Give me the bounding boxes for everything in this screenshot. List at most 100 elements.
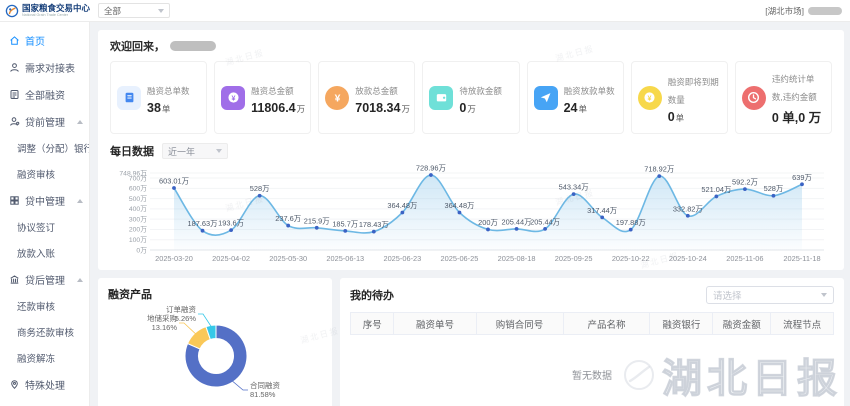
region-select[interactable]: 全部 (98, 3, 170, 18)
sidebar-item-1[interactable]: 需求对接表 (0, 54, 89, 81)
main-content: 欢迎回来， 融资总单数 38单 ¥ 融资总金额 11806.4万 ¥ 放款总金额 7018.3… (90, 22, 850, 406)
svg-text:543.34万: 543.34万 (559, 183, 589, 192)
overview-panel: 欢迎回来， 融资总单数 38单 ¥ 融资总金额 11806.4万 ¥ 放款总金额 7018.3… (98, 30, 844, 270)
stat-label: 违约统计单数,违约金额 (771, 74, 817, 102)
chevron-up-icon (77, 277, 83, 282)
clock-icon (741, 85, 766, 110)
svg-text:2025-03-20: 2025-03-20 (155, 254, 193, 263)
todo-column-1: 融资单号 (393, 312, 477, 335)
app-logo: 国家粮食交易中心 National Grain Trade Center (0, 4, 90, 18)
financing-products-title: 融资产品 (108, 289, 152, 301)
svg-text:200万: 200万 (129, 226, 147, 234)
svg-text:2025-05-30: 2025-05-30 (269, 254, 307, 263)
todo-title: 我的待办 (350, 290, 394, 302)
bank-icon (9, 274, 20, 285)
date-range-select[interactable]: 近一年 (162, 143, 228, 159)
sidebar-item-5[interactable]: 融资审核 (17, 170, 56, 181)
svg-text:地储采购: 地储采购 (147, 313, 177, 323)
sidebar-item-9[interactable]: 贷后管理 (0, 266, 89, 293)
stat-value: 38单 (147, 100, 171, 115)
svg-text:178.43万: 178.43万 (359, 220, 389, 229)
stat-label: 融资放款单数 (563, 85, 615, 96)
sidebar-item-6[interactable]: 贷中管理 (0, 187, 89, 214)
svg-text:2025-06-13: 2025-06-13 (326, 254, 364, 263)
svg-text:300万: 300万 (129, 215, 147, 223)
coin-icon: ¥ (637, 85, 662, 110)
home-icon (9, 35, 20, 46)
svg-text:¥: ¥ (334, 93, 340, 104)
svg-text:2025-06-25: 2025-06-25 (441, 254, 479, 263)
stat-label: 放款总金额 (355, 85, 398, 96)
coin-icon: ¥ (221, 85, 246, 110)
wallet-icon (429, 85, 454, 110)
todo-panel: 我的待办 请选择 序号 融资单号 购销合同号 产品名称 融资银行 融资金额 流程节点 暂无数… (340, 278, 844, 406)
svg-text:2025-10-22: 2025-10-22 (612, 254, 650, 263)
stat-card-4: 融资放款单数 24单 (526, 61, 624, 134)
sidebar-item-13[interactable]: 特殊处理 (0, 371, 89, 398)
svg-text:5.26%: 5.26% (175, 314, 197, 323)
todo-column-5: 融资金额 (712, 312, 772, 335)
svg-text:500万: 500万 (129, 195, 147, 203)
stat-cards-row: 融资总单数 38单 ¥ 融资总金额 11806.4万 ¥ 放款总金额 7018.34万 待放款金… (110, 61, 832, 134)
stat-value: 0 单,0 万 (771, 111, 822, 125)
svg-text:639万: 639万 (792, 173, 812, 182)
svg-text:2025-11-06: 2025-11-06 (726, 254, 763, 263)
svg-text:748.96万: 748.96万 (119, 169, 147, 177)
todo-column-4: 融资银行 (649, 312, 714, 335)
user-name-redacted[interactable] (808, 6, 842, 15)
stat-value: 0单 (667, 109, 685, 124)
stat-value: 24单 (563, 100, 587, 115)
pin-icon (9, 379, 20, 390)
todo-column-6: 流程节点 (770, 312, 834, 335)
svg-text:185.7万: 185.7万 (332, 219, 358, 228)
doc-icon (117, 85, 141, 110)
usercog-icon (9, 116, 20, 127)
svg-text:订单融资: 订单融资 (166, 304, 196, 314)
svg-text:364.48万: 364.48万 (387, 201, 417, 210)
sidebar-item-14[interactable]: 仓单管理 (0, 398, 89, 406)
todo-filter-select[interactable]: 请选择 (706, 286, 834, 304)
svg-text:合同融资: 合同融资 (250, 380, 280, 390)
svg-text:205.44万: 205.44万 (502, 217, 532, 226)
sidebar-item-2[interactable]: 全部融资 (0, 81, 89, 108)
svg-text:197.88万: 197.88万 (616, 218, 646, 227)
svg-text:187.63万: 187.63万 (188, 219, 218, 228)
svg-text:603.01万: 603.01万 (159, 177, 189, 186)
svg-text:0万: 0万 (136, 246, 147, 254)
region-select-value: 全部 (104, 5, 122, 16)
sidebar-item-10[interactable]: 还款审核 (17, 302, 56, 313)
stat-card-0: 融资总单数 38单 (110, 61, 208, 134)
sidebar-item-12[interactable]: 融资解冻 (17, 354, 56, 365)
svg-text:2025-08-18: 2025-08-18 (498, 254, 536, 263)
svg-text:2025-09-25: 2025-09-25 (555, 254, 593, 263)
stat-card-5: ¥ 融资即将到期数量 0单 (630, 61, 728, 134)
svg-text:718.92万: 718.92万 (644, 165, 674, 174)
grid-icon (9, 195, 20, 206)
daily-data-title: 每日数据 (110, 146, 154, 158)
stat-card-2: ¥ 放款总金额 7018.34万 (318, 61, 416, 134)
sidebar-item-7[interactable]: 协议签订 (17, 223, 56, 234)
svg-text:332.82万: 332.82万 (673, 204, 703, 213)
welcome-user-redacted (170, 41, 216, 51)
sidebar-item-0[interactable]: 首页 (0, 27, 89, 54)
stat-label: 融资即将到期数量 (667, 76, 719, 105)
todo-table: 序号 融资单号 购销合同号 产品名称 融资银行 融资金额 流程节点 (349, 312, 834, 335)
date-range-value: 近一年 (168, 146, 196, 157)
sidebar-item-4[interactable]: 调整（分配）银行 (17, 144, 89, 155)
stat-label: 融资总金额 (251, 85, 294, 96)
svg-text:521.04万: 521.04万 (701, 185, 731, 194)
welcome-text: 欢迎回来， (110, 41, 165, 53)
sidebar-item-3[interactable]: 贷前管理 (0, 108, 89, 135)
sidebar-item-8[interactable]: 放款入账 (17, 249, 56, 260)
sidebar-item-11[interactable]: 商务还款审核 (17, 328, 75, 339)
svg-text:600万: 600万 (129, 185, 147, 193)
sidebar-nav: 首页 需求对接表 全部融资 贷前管理调整（分配）银行 融资审核贷中管理协议签订放款入账贷… (0, 22, 90, 406)
stat-card-3: 待放款金额 0万 (422, 61, 520, 134)
top-header: 国家粮食交易中心 National Grain Trade Center 全部 … (0, 0, 850, 22)
svg-text:2025-04-02: 2025-04-02 (212, 254, 250, 263)
list-icon (9, 89, 20, 100)
todo-column-2: 购销合同号 (475, 312, 564, 335)
market-label: [湖北市场] (765, 5, 804, 16)
